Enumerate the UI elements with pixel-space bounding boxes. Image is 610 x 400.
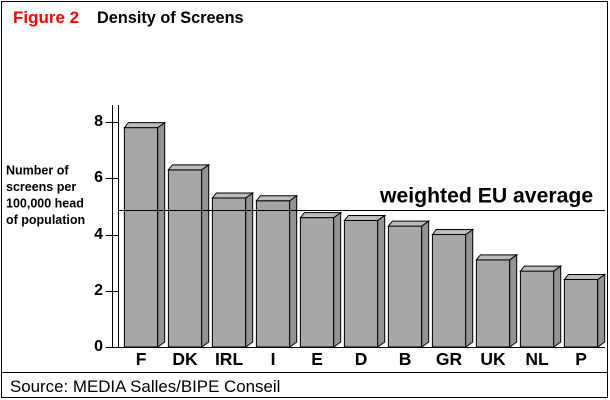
svg-text:I: I xyxy=(271,349,276,369)
svg-text:8: 8 xyxy=(94,113,103,130)
svg-text:UK: UK xyxy=(480,349,506,369)
svg-text:NL: NL xyxy=(525,349,549,369)
svg-text:P: P xyxy=(575,349,587,369)
svg-text:E: E xyxy=(311,349,323,369)
svg-text:2: 2 xyxy=(94,282,103,299)
svg-text:6: 6 xyxy=(94,169,103,186)
svg-text:F: F xyxy=(136,349,147,369)
svg-text:D: D xyxy=(355,349,368,369)
svg-text:IRL: IRL xyxy=(215,349,244,369)
svg-text:GR: GR xyxy=(436,349,463,369)
svg-text:weighted EU average: weighted EU average xyxy=(379,185,593,208)
svg-text:DK: DK xyxy=(172,349,198,369)
svg-text:0: 0 xyxy=(94,338,103,355)
svg-text:4: 4 xyxy=(94,226,103,243)
svg-text:B: B xyxy=(399,349,412,369)
